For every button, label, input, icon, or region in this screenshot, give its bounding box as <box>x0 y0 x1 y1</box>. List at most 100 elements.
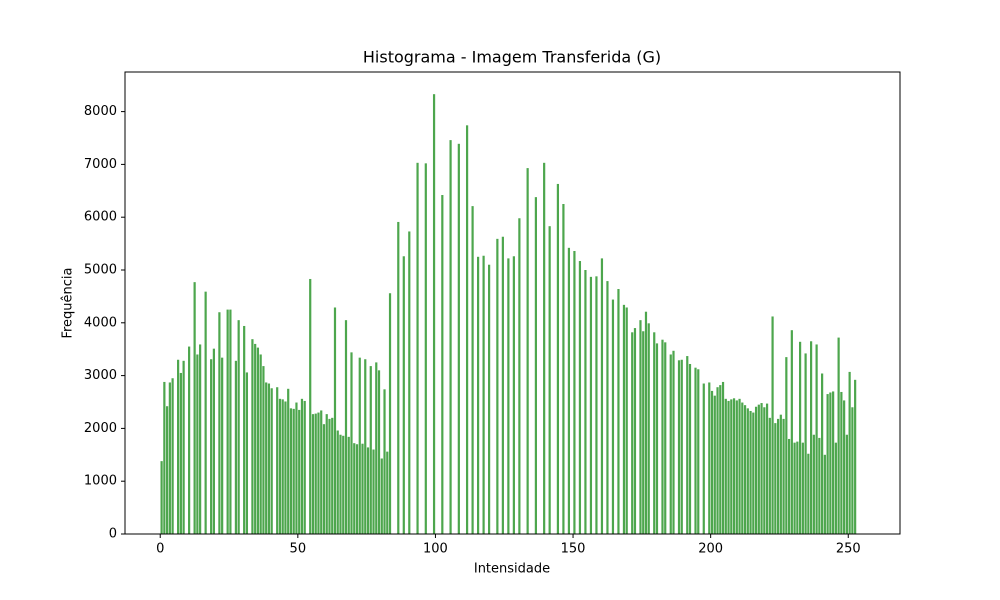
bar <box>625 307 628 534</box>
bar <box>471 206 474 534</box>
bar <box>812 434 815 534</box>
y-tick-label: 1000 <box>84 474 117 489</box>
bar <box>622 304 626 534</box>
y-tick-label: 4000 <box>84 315 117 330</box>
chart-title: Histograma - Imagem Transferida (G) <box>363 48 661 67</box>
bar <box>738 398 741 534</box>
bar <box>763 407 766 534</box>
bar <box>218 312 221 534</box>
bar <box>295 402 298 534</box>
bar <box>372 449 375 534</box>
bar <box>708 382 711 534</box>
bar <box>801 442 804 534</box>
y-axis-label: Frequência <box>61 267 76 338</box>
bar <box>721 381 725 534</box>
bar <box>798 341 802 534</box>
bar <box>752 412 755 534</box>
bar <box>496 238 499 534</box>
bar <box>386 451 389 534</box>
bar <box>355 444 359 534</box>
bar <box>807 453 810 534</box>
bar <box>245 372 249 534</box>
bar <box>229 309 232 534</box>
bar <box>350 352 353 534</box>
bar <box>785 357 788 534</box>
bar <box>317 412 320 534</box>
bar <box>845 434 848 534</box>
bar <box>779 414 782 534</box>
bar <box>826 394 829 534</box>
x-tick-label: 200 <box>698 542 723 557</box>
bar <box>829 392 832 534</box>
bars <box>160 94 857 535</box>
bar <box>664 342 667 534</box>
bar <box>851 407 854 534</box>
bar <box>353 443 356 534</box>
bar <box>237 320 240 534</box>
bar <box>746 408 749 534</box>
bar <box>298 409 301 534</box>
bar <box>854 379 857 534</box>
bar <box>408 231 411 534</box>
bar <box>388 293 392 534</box>
bar <box>333 307 337 534</box>
bar <box>289 408 293 534</box>
bar <box>243 325 246 534</box>
bar <box>595 276 598 534</box>
bar <box>256 347 260 534</box>
y-tick-label: 8000 <box>84 104 117 119</box>
bar <box>358 357 361 534</box>
bar <box>163 381 166 534</box>
bar <box>642 331 645 534</box>
bar <box>221 357 224 534</box>
bar <box>702 383 705 534</box>
bar <box>331 417 334 534</box>
bar <box>328 418 331 534</box>
bar <box>336 430 339 534</box>
bar <box>686 356 689 534</box>
bar <box>578 261 582 534</box>
bar <box>226 309 229 534</box>
bar <box>735 400 738 534</box>
bar <box>397 221 400 534</box>
bar <box>507 258 510 534</box>
bar <box>300 398 304 534</box>
bar <box>325 414 328 534</box>
x-tick-label: 250 <box>836 542 861 557</box>
x-tick-label: 0 <box>156 542 164 557</box>
bar <box>768 417 771 534</box>
bar <box>810 341 813 534</box>
bar <box>375 362 378 534</box>
bar <box>647 323 650 534</box>
bar <box>716 387 719 534</box>
bar <box>848 371 851 534</box>
bar <box>259 354 262 534</box>
bar <box>284 401 287 534</box>
bar <box>339 434 342 534</box>
bar <box>501 236 504 534</box>
bar <box>160 461 163 534</box>
bar <box>251 339 254 534</box>
bar <box>653 332 656 534</box>
bar <box>265 382 268 534</box>
bar <box>377 370 381 534</box>
bar <box>611 299 615 534</box>
bar <box>267 383 271 534</box>
bar <box>688 363 692 534</box>
bar <box>631 332 634 534</box>
bar <box>823 454 826 534</box>
x-tick-label: 150 <box>561 542 586 557</box>
bar <box>548 226 551 534</box>
x-tick-label: 50 <box>290 542 307 557</box>
bar <box>314 413 317 534</box>
bar <box>270 388 273 534</box>
bar <box>476 256 480 534</box>
bar <box>402 256 405 534</box>
bar <box>741 402 744 534</box>
bar <box>754 406 758 534</box>
bar <box>834 442 837 534</box>
bar <box>526 168 529 534</box>
bar <box>562 204 565 534</box>
bar <box>837 337 840 534</box>
